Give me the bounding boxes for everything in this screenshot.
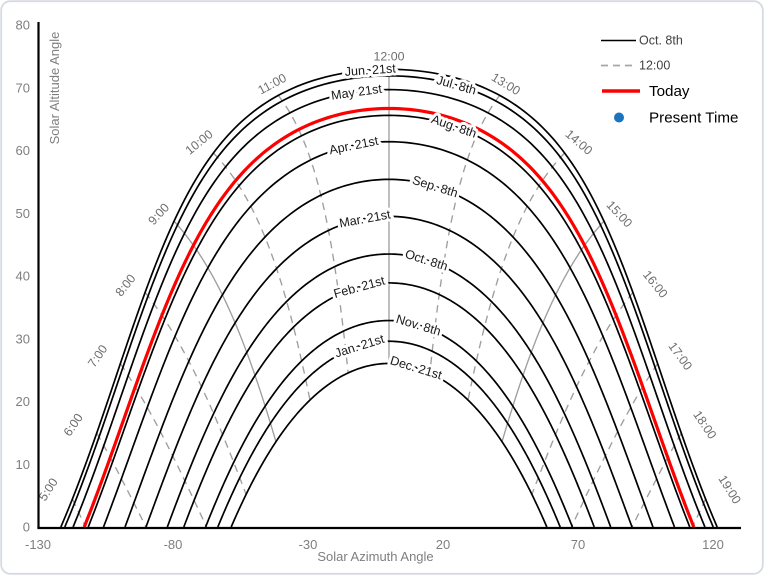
x-axis-title: Solar Azimuth Angle — [317, 549, 433, 564]
date-curve-dec21st — [230, 362, 548, 528]
legend-label-12:00: 12:00 — [639, 59, 670, 73]
y-tick-label-20: 20 — [16, 394, 30, 409]
x-tick-label-20: 20 — [436, 537, 450, 552]
x-tick-label-120: 120 — [702, 537, 724, 552]
date-curve-mar21st — [145, 215, 633, 528]
y-tick-label-70: 70 — [16, 80, 30, 95]
legend-swatch-dot-present-time — [614, 112, 624, 123]
legend-label-today: Today — [649, 83, 690, 100]
x-tick-label--80: -80 — [164, 537, 183, 552]
y-tick-label-60: 60 — [16, 143, 30, 158]
date-curve-oct8th — [166, 253, 612, 528]
date-curve-sep8th — [124, 178, 654, 528]
y-axis-title: Solar Altitude Angle — [47, 32, 62, 145]
hour-line-7:00 — [119, 363, 208, 528]
date-curve-label-jun21st: Jun. 21st — [344, 61, 396, 78]
hour-label-12:00: 12:00 — [373, 50, 404, 64]
date-curve-may21st — [72, 88, 706, 528]
today-curve — [82, 106, 696, 528]
y-tick-label-10: 10 — [16, 457, 30, 472]
y-tick-label-40: 40 — [16, 269, 30, 284]
legend-label-present-time: Present Time — [649, 110, 738, 127]
y-tick-label-30: 30 — [16, 331, 30, 346]
date-curve-aug8th — [87, 114, 691, 528]
date-curve-jan21st — [217, 340, 561, 528]
hour-line-17:00 — [570, 363, 659, 528]
date-curve-feb21st — [183, 282, 595, 528]
x-tick-label--30: -30 — [299, 537, 318, 552]
date-curve-jun21st — [60, 68, 718, 528]
legend-label-oct--8th: Oct. 8th — [639, 34, 683, 48]
y-tick-label-0: 0 — [23, 520, 30, 535]
date-curve-jul8th — [64, 74, 714, 528]
y-tick-label-50: 50 — [16, 206, 30, 221]
y-tick-label-80: 80 — [16, 18, 30, 33]
x-tick-label-70: 70 — [571, 537, 585, 552]
date-curve-apr21st — [102, 140, 676, 528]
date-curve-nov8th — [204, 319, 574, 528]
x-tick-label--130: -130 — [25, 537, 51, 552]
